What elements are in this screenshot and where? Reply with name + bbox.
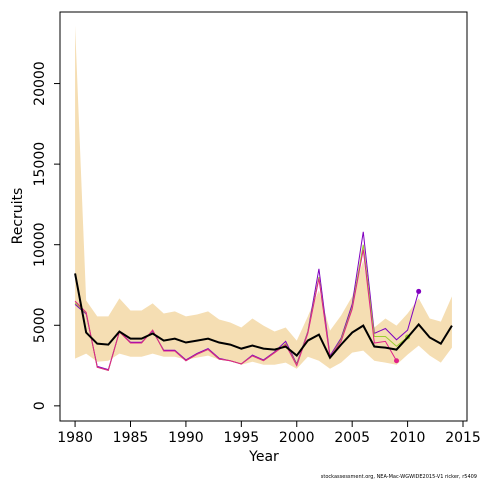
confidence-band [75,25,452,369]
plot-frame [59,11,468,422]
x-axis-label: Year [248,449,279,465]
x-tick-label: 2000 [279,430,315,446]
y-tick-label: 15000 [32,142,48,187]
x-tick-label: 1995 [224,430,260,446]
y-tick-label: 20000 [32,61,48,106]
x-tick-label: 2015 [445,430,480,446]
x-tick-label: 1990 [168,430,204,446]
footnote: stockassessment.org, NEA-Mac-WGWIDE2015-… [321,474,477,480]
x-tick-label: 1985 [113,430,149,446]
x-tick-label: 1980 [57,430,93,446]
end-point [416,288,422,294]
x-tick-label: 2010 [390,430,426,446]
y-tick-label: 10000 [32,222,48,267]
series-line [74,249,397,372]
y-tick-label: 0 [32,401,48,410]
y-tick-label: 5000 [32,307,48,343]
end-point [394,358,400,364]
x-tick-label: 2005 [334,430,370,446]
y-axis-label: Recruits [10,188,26,245]
series-line [74,273,453,360]
